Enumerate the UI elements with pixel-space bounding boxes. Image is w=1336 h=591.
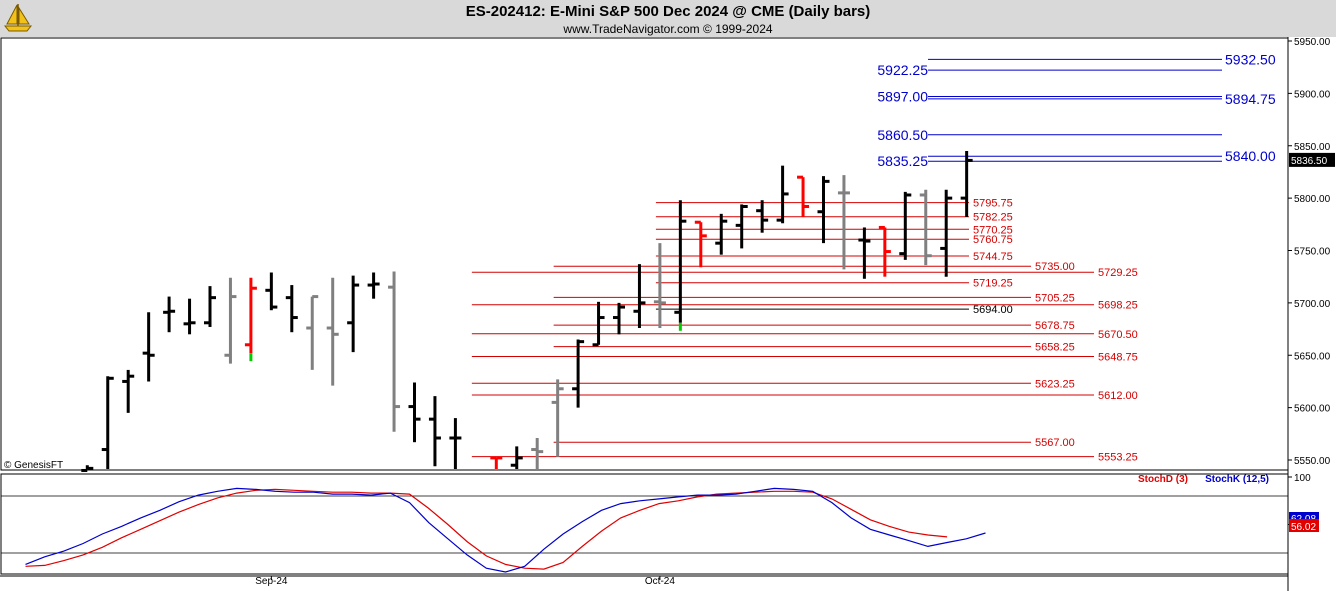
stoch-d-line — [25, 488, 948, 570]
x-tick-label: Oct-24 — [645, 576, 675, 587]
last-price-label: 5836.50 — [1291, 156, 1328, 167]
level-label: 5623.25 — [1035, 378, 1075, 390]
level-label: 5729.25 — [1098, 267, 1138, 279]
sailboat-logo-icon — [3, 4, 33, 32]
level-label: 5612.00 — [1098, 390, 1138, 402]
level-label: 5719.25 — [973, 278, 1013, 290]
price-panel — [0, 37, 1289, 471]
level-label: 5860.50 — [877, 127, 928, 143]
title-bar — [0, 0, 1336, 37]
y-tick-label: 5600.00 — [1294, 404, 1331, 415]
level-label: 5795.75 — [973, 198, 1013, 210]
stoch-d-badge — [1289, 519, 1319, 532]
level-label: 5694.00 — [973, 304, 1013, 316]
chart-subtitle: www.TradeNavigator.com © 1999-2024 — [563, 22, 773, 36]
level-label: 5835.25 — [877, 153, 928, 169]
y-tick-label: 5550.00 — [1294, 456, 1331, 467]
y-tick-label: 5650.00 — [1294, 351, 1331, 362]
level-label: 5782.25 — [973, 212, 1013, 224]
level-label: 5670.50 — [1098, 329, 1138, 341]
last-price-badge — [1289, 152, 1335, 167]
level-label: 5705.25 — [1035, 292, 1075, 304]
level-label: 5840.00 — [1225, 148, 1276, 164]
y-axis-area — [1288, 37, 1336, 591]
x-tick-label: Sep-24 — [255, 576, 288, 587]
stoch-d-value: 56.02 — [1291, 522, 1316, 533]
level-label: 5932.50 — [1225, 51, 1276, 67]
level-label: 5770.25 — [973, 224, 1013, 236]
y-tick-label: 5700.00 — [1294, 299, 1331, 310]
level-label: 5744.75 — [973, 251, 1013, 263]
stoch-k-line — [25, 487, 986, 573]
level-label: 5760.75 — [973, 234, 1013, 246]
y-tick-label: 5850.00 — [1294, 142, 1331, 153]
legend-stoch-k: StochK (12,5) — [1205, 474, 1269, 485]
y-tick-label: 5800.00 — [1294, 194, 1331, 205]
legend-stoch-d: StochD (3) — [1138, 474, 1188, 485]
stochastic-panel — [0, 473, 1289, 575]
level-label: 5735.00 — [1035, 261, 1075, 273]
level-label: 5922.25 — [877, 62, 928, 78]
chart-title: ES-202412: E-Mini S&P 500 Dec 2024 @ CME… — [465, 3, 871, 20]
level-label: 5658.25 — [1035, 342, 1075, 354]
y-tick-label: 5750.00 — [1294, 247, 1331, 258]
y-tick-label: 5950.00 — [1294, 37, 1331, 48]
level-label: 5567.00 — [1035, 437, 1075, 449]
watermark-text: © GenesisFT — [4, 460, 63, 471]
level-label: 5553.25 — [1098, 452, 1138, 464]
y-tick-label: 5900.00 — [1294, 89, 1331, 100]
level-label: 5698.25 — [1098, 300, 1138, 312]
level-label: 5897.00 — [877, 89, 928, 105]
stoch-y-tick-label: 100 — [1294, 473, 1311, 484]
level-label: 5894.75 — [1225, 91, 1276, 107]
level-label: 5648.75 — [1098, 352, 1138, 364]
level-label: 5678.75 — [1035, 320, 1075, 332]
